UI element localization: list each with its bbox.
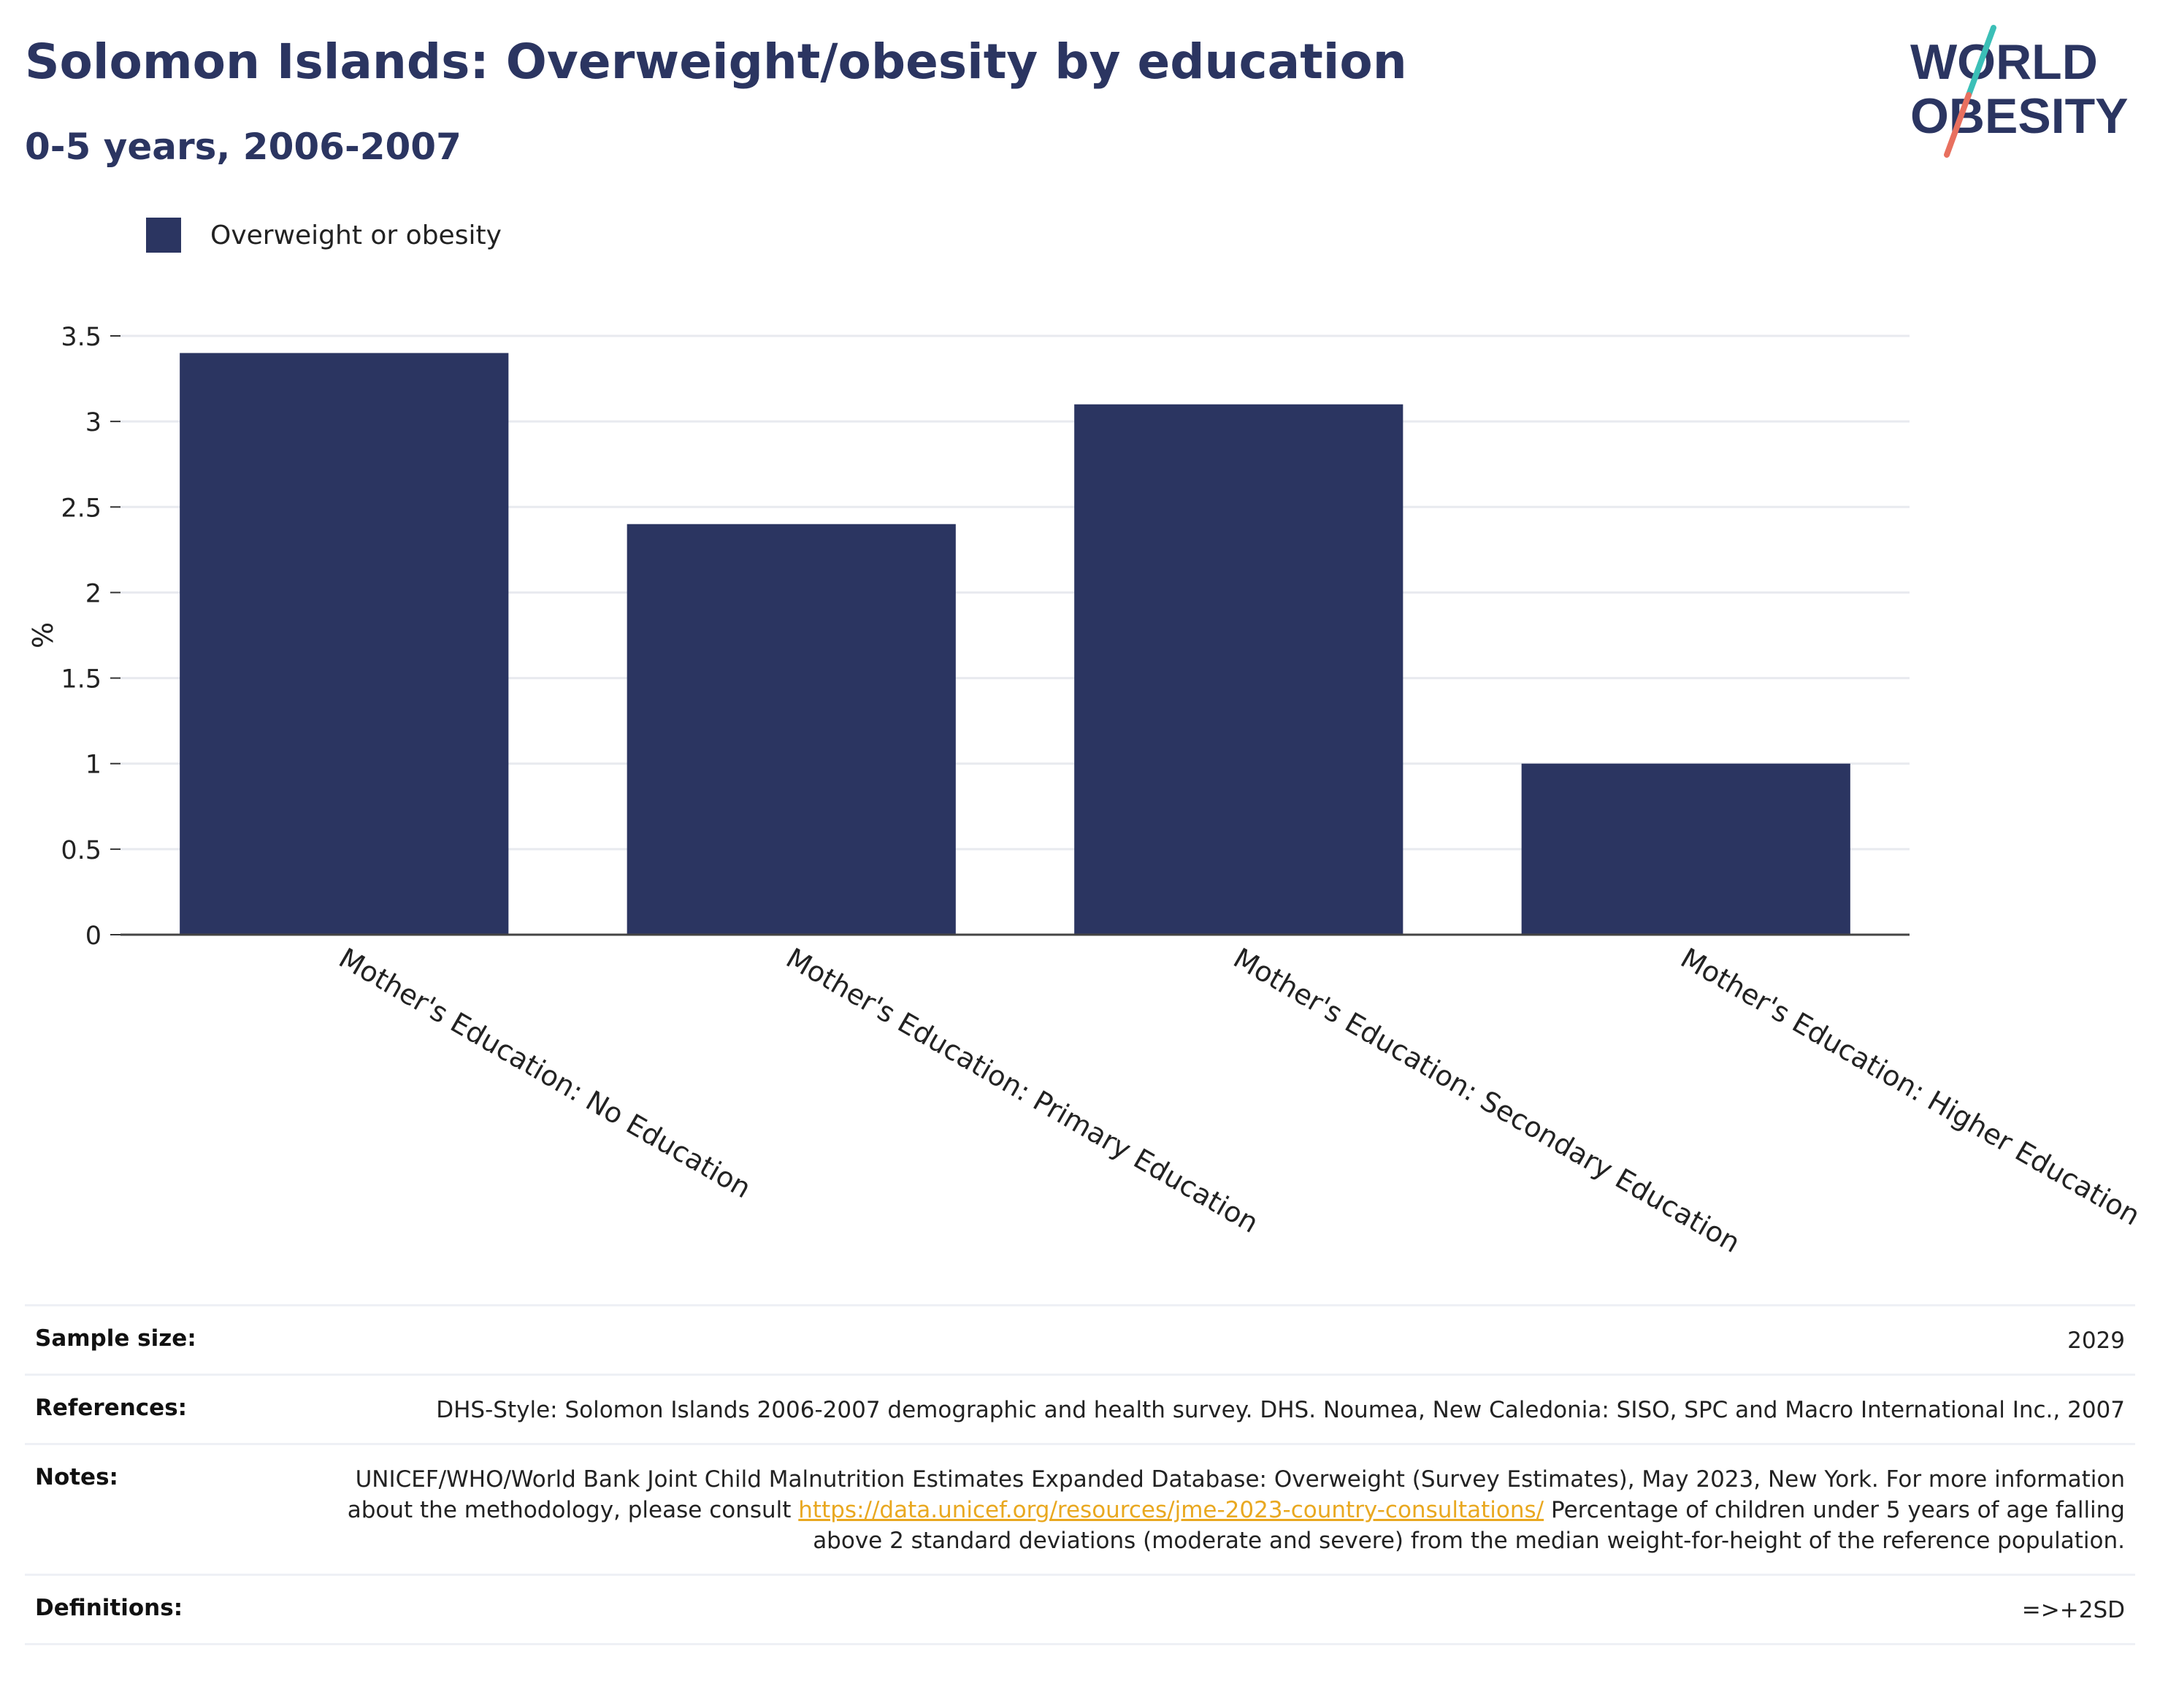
logo-line-2: OBESITY <box>1910 88 2129 144</box>
legend-label: Overweight or obesity <box>210 220 502 250</box>
metadata-table: Sample size: 2029 References: DHS-Style:… <box>25 1304 2135 1645</box>
notes-row: Notes: UNICEF/WHO/World Bank Joint Child… <box>25 1443 2135 1574</box>
y-tick-label: 2 <box>85 579 102 608</box>
definitions-value: =>+2SD <box>2021 1597 2125 1623</box>
x-tick-label: Mother's Education: Secondary Education <box>1228 942 1746 1260</box>
sample-size-value: 2029 <box>2067 1328 2125 1354</box>
references-row: References: DHS-Style: Solomon Islands 2… <box>25 1374 2135 1443</box>
y-tick-label: 3 <box>85 408 102 437</box>
y-tick-label: 0 <box>85 922 102 951</box>
logo-slash-bottom <box>1944 92 1972 158</box>
y-tick-label: 3.5 <box>61 323 102 352</box>
definitions-label: Definitions: <box>35 1595 183 1621</box>
y-axis-label: % <box>27 622 59 648</box>
notes-value: UNICEF/WHO/World Bank Joint Child Malnut… <box>321 1464 2125 1556</box>
bar <box>627 524 956 935</box>
x-tick-label: Mother's Education: Higher Education <box>1675 942 2145 1232</box>
bar <box>1521 763 1850 935</box>
references-value: DHS-Style: Solomon Islands 2006-2007 dem… <box>436 1397 2125 1423</box>
y-tick-label: 0.5 <box>61 836 102 865</box>
notes-text-2: Percentage of children under 5 years of … <box>813 1497 2125 1554</box>
references-label: References: <box>35 1395 188 1421</box>
notes-link[interactable]: https://data.unicef.org/resources/jme-20… <box>798 1497 1544 1523</box>
sample-size-row: Sample size: 2029 <box>25 1304 2135 1374</box>
bar <box>180 353 509 935</box>
logo-slash-top <box>1966 25 1996 98</box>
bar-chart: 0 0.5 1 1.5 2 2.5 3 3.5% Mother's Education: No … <box>27 323 2145 1260</box>
x-tick-label: Mother's Education: No Education <box>334 942 757 1205</box>
logo-line-1: WORLD <box>1910 34 2098 90</box>
world-obesity-logo: WORLD OBESITY <box>1910 25 2129 158</box>
chart-subtitle: 0-5 years, 2006-2007 <box>25 126 462 168</box>
sample-size-label: Sample size: <box>35 1325 196 1352</box>
legend-swatch <box>146 218 181 253</box>
notes-label: Notes: <box>35 1464 118 1490</box>
y-tick-label: 1.5 <box>61 665 102 694</box>
chart-legend: Overweight or obesity <box>146 218 502 253</box>
y-tick-label: 1 <box>85 751 102 780</box>
y-tick-label: 2.5 <box>61 494 102 523</box>
definitions-row: Definitions: =>+2SD <box>25 1574 2135 1645</box>
chart-title: Solomon Islands: Overweight/obesity by e… <box>25 34 1407 90</box>
x-tick-label: Mother's Education: Primary Education <box>781 942 1264 1239</box>
notes-text-1: UNICEF/WHO/World Bank Joint Child Malnut… <box>347 1466 2125 1523</box>
bar <box>1074 404 1403 935</box>
